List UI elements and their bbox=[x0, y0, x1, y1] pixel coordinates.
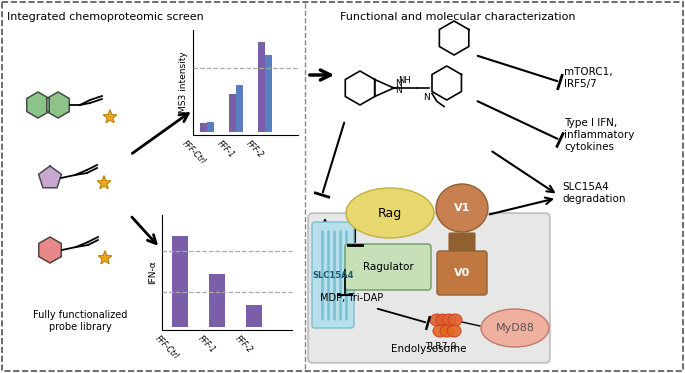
Text: Ragulator: Ragulator bbox=[362, 262, 413, 272]
Text: FFF-1: FFF-1 bbox=[196, 334, 217, 355]
Text: N: N bbox=[395, 79, 401, 88]
Ellipse shape bbox=[440, 325, 454, 337]
Text: SLC15A4
degradation: SLC15A4 degradation bbox=[562, 182, 625, 204]
Text: SLC15A4: SLC15A4 bbox=[312, 270, 353, 279]
Bar bbox=[229, 94, 236, 132]
Ellipse shape bbox=[436, 184, 488, 232]
Text: TLR7-9: TLR7-9 bbox=[425, 342, 457, 351]
Text: N: N bbox=[395, 86, 401, 95]
Text: Integrated chemoproteomic screen: Integrated chemoproteomic screen bbox=[7, 12, 203, 22]
Text: FFF-Ctrl: FFF-Ctrl bbox=[153, 334, 180, 361]
FancyBboxPatch shape bbox=[449, 233, 475, 255]
Bar bbox=[200, 123, 207, 132]
Text: FFF-1: FFF-1 bbox=[215, 139, 236, 160]
Text: FFF-2: FFF-2 bbox=[233, 334, 254, 355]
Text: MyD88: MyD88 bbox=[495, 323, 534, 333]
Text: Endolysosome: Endolysosome bbox=[391, 344, 466, 354]
Text: FFF-Ctrl: FFF-Ctrl bbox=[180, 139, 207, 166]
Polygon shape bbox=[27, 92, 49, 118]
Polygon shape bbox=[103, 110, 116, 123]
Polygon shape bbox=[47, 92, 69, 118]
Text: V0: V0 bbox=[454, 268, 470, 278]
Bar bbox=[207, 122, 214, 132]
FancyBboxPatch shape bbox=[345, 244, 431, 290]
Text: FFF-2: FFF-2 bbox=[245, 139, 265, 160]
Bar bbox=[258, 42, 265, 132]
Text: Fully functionalized
probe library: Fully functionalized probe library bbox=[33, 310, 127, 332]
Ellipse shape bbox=[346, 188, 434, 238]
Polygon shape bbox=[39, 237, 61, 263]
Ellipse shape bbox=[430, 314, 444, 326]
Bar bbox=[246, 305, 262, 327]
Text: Functional and molecular characterization: Functional and molecular characterizatio… bbox=[340, 12, 575, 22]
Ellipse shape bbox=[481, 309, 549, 347]
Ellipse shape bbox=[433, 325, 447, 337]
Ellipse shape bbox=[447, 325, 461, 337]
Text: N: N bbox=[423, 94, 430, 103]
FancyBboxPatch shape bbox=[312, 222, 354, 328]
Text: mTORC1,
IRF5/7: mTORC1, IRF5/7 bbox=[564, 67, 612, 89]
Text: MS3 intensity: MS3 intensity bbox=[179, 51, 188, 113]
Ellipse shape bbox=[442, 314, 456, 326]
Polygon shape bbox=[97, 176, 111, 189]
Polygon shape bbox=[99, 251, 112, 264]
FancyBboxPatch shape bbox=[437, 251, 487, 295]
Text: MDP, Tri-DAP: MDP, Tri-DAP bbox=[320, 293, 383, 303]
Text: IFN-α: IFN-α bbox=[148, 261, 157, 284]
FancyBboxPatch shape bbox=[308, 213, 550, 363]
Bar bbox=[236, 85, 243, 132]
Polygon shape bbox=[38, 166, 62, 188]
Ellipse shape bbox=[448, 314, 462, 326]
Text: Type I IFN,
inflammatory
cytokines: Type I IFN, inflammatory cytokines bbox=[564, 118, 634, 151]
Bar bbox=[172, 236, 188, 327]
Bar bbox=[209, 275, 225, 327]
Ellipse shape bbox=[436, 314, 450, 326]
Text: NH: NH bbox=[399, 76, 411, 85]
Text: V1: V1 bbox=[453, 203, 470, 213]
Text: Rag: Rag bbox=[378, 207, 402, 219]
Bar bbox=[265, 54, 272, 132]
